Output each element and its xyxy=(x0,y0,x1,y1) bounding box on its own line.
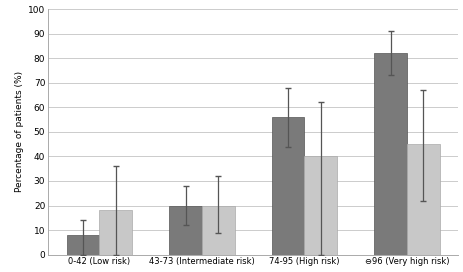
Bar xyxy=(373,53,406,255)
Bar xyxy=(304,156,337,255)
Bar xyxy=(271,117,304,255)
Bar xyxy=(406,144,439,255)
Bar xyxy=(169,206,201,255)
Y-axis label: Percentage of patients (%): Percentage of patients (%) xyxy=(15,71,24,192)
Bar xyxy=(67,235,99,255)
Bar xyxy=(99,211,132,255)
Bar xyxy=(201,206,234,255)
